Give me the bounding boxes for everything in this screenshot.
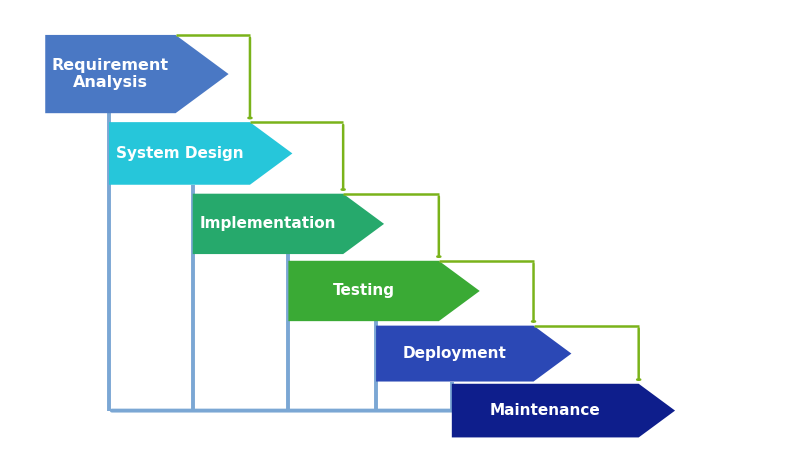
Text: Deployment: Deployment xyxy=(403,346,506,361)
Polygon shape xyxy=(288,261,480,321)
Polygon shape xyxy=(452,384,675,437)
Polygon shape xyxy=(46,35,229,113)
Text: Requirement
Analysis: Requirement Analysis xyxy=(52,58,169,90)
Polygon shape xyxy=(193,194,384,254)
Text: Testing: Testing xyxy=(333,284,394,298)
Polygon shape xyxy=(376,326,571,382)
Text: System Design: System Design xyxy=(116,146,243,161)
Polygon shape xyxy=(109,122,292,185)
Text: Maintenance: Maintenance xyxy=(490,403,601,418)
Text: Implementation: Implementation xyxy=(200,216,336,231)
